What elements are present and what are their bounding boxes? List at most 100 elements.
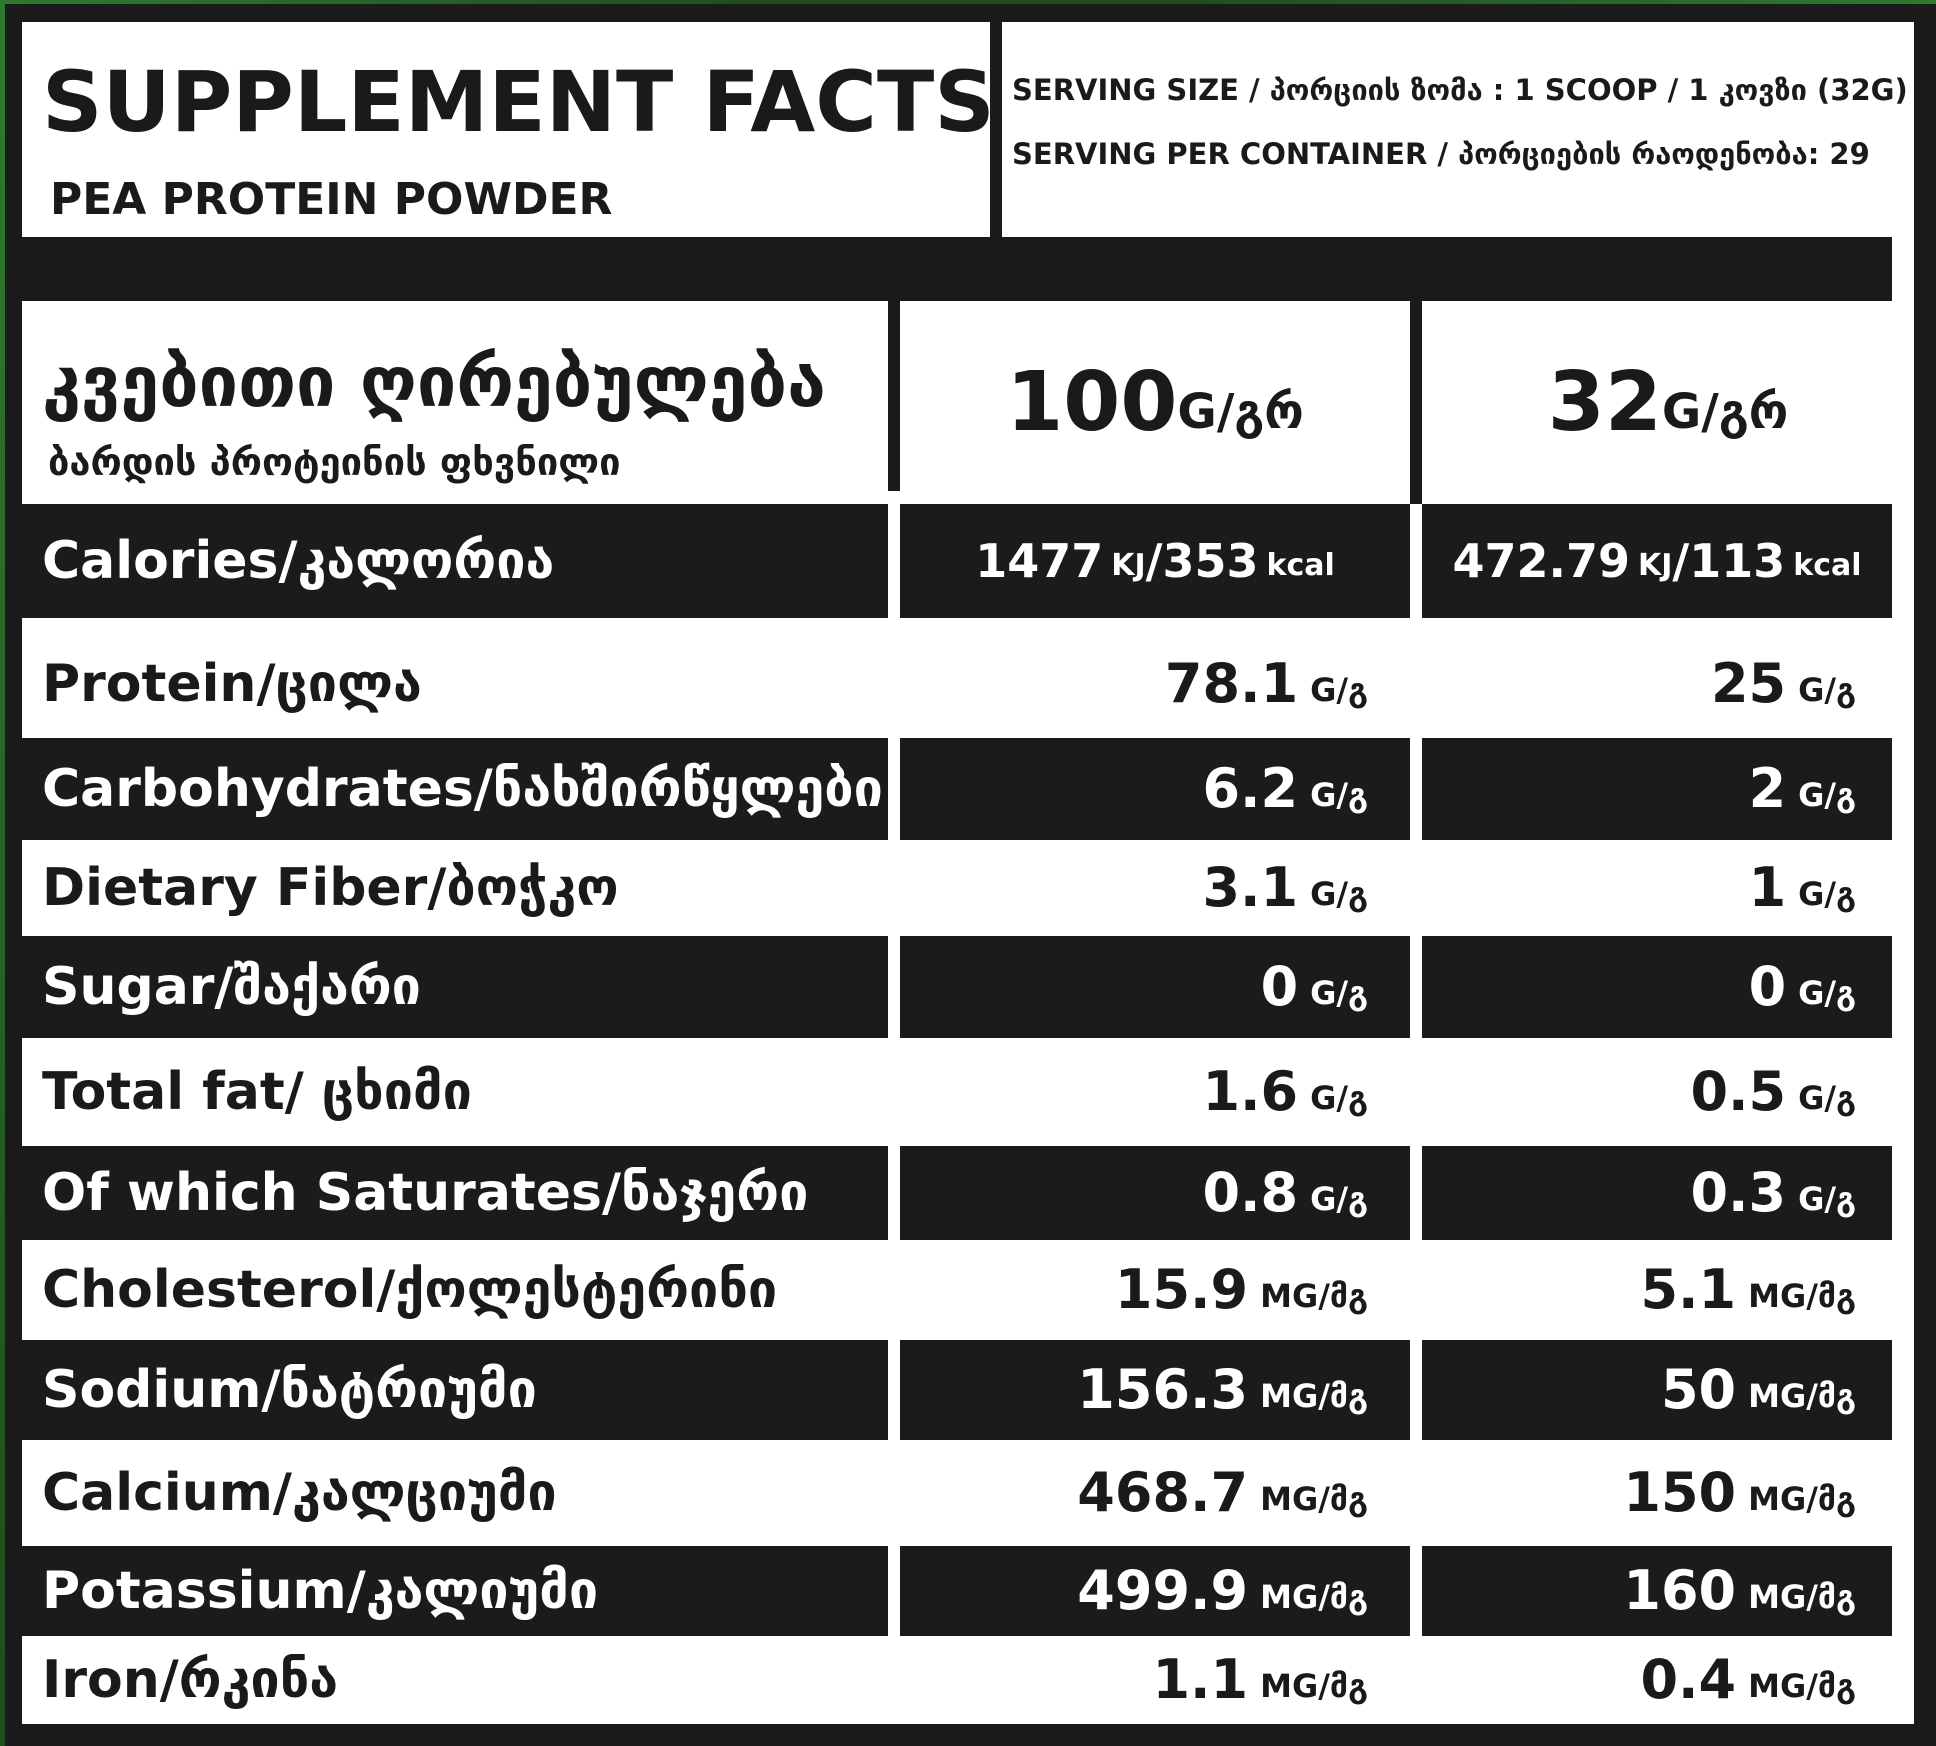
value-unit: kcal [1793,548,1862,583]
row-gap [1892,738,1914,840]
row-label: Potassium/კალიუმი [22,1546,888,1636]
row-gap [888,504,900,618]
column-header-per-100g-number: 100 [1006,354,1178,450]
row-value-per-100g: 1.6 G/გ [900,1038,1410,1146]
table-row-total-fat: Total fat/ ცხიმი 1.6 G/გ 0.5 G/გ [22,1038,1914,1146]
row-value-per-100g: 1.1 MG/მგ [900,1636,1410,1724]
row-label: Cholesterol/ქოლესტერინი [22,1240,888,1340]
value-unit: MG/მგ [1748,1667,1856,1705]
value-number: 78.1 [1164,652,1299,715]
value-unit: MG/მგ [1260,1480,1368,1518]
value-unit: MG/მგ [1260,1277,1368,1315]
row-value-per-100g: 0.8 G/გ [900,1146,1410,1240]
value-number: 499.9 [1077,1559,1249,1622]
row-label: Iron/რკინა [22,1636,888,1724]
value-unit: KJ [1111,548,1146,583]
value-number: 1.6 [1202,1060,1299,1123]
value-unit: MG/მგ [1748,1480,1856,1518]
table-row-calories: Calories/კალორია 1477 KJ /353 kcal 472.7… [22,504,1914,618]
value-unit: G/გ [1798,1180,1856,1218]
servings-per-container: SERVING PER CONTAINER / პორციების რაოდენ… [1012,137,1870,171]
row-label: Protein/ცილა [22,630,888,738]
row-gap [1410,630,1422,738]
column-header-row: კვებითი ღირებულება ბარდის პროტეინის ფხვნ… [22,301,1914,504]
table-row-saturates: Of which Saturates/ნაჯერი 0.8 G/გ 0.3 G/… [22,1146,1914,1240]
row-gap [888,1546,900,1636]
value-unit: G/გ [1310,1079,1368,1117]
table-row-iron: Iron/რკინა 1.1 MG/მგ 0.4 MG/მგ [22,1636,1914,1724]
row-gap [888,1038,900,1146]
value-number: 0.5 [1690,1060,1787,1123]
row-gap [1892,630,1914,738]
value-number: 6.2 [1202,757,1299,820]
row-gap [1410,1240,1422,1340]
row-value-per-100g: 0 G/გ [900,936,1410,1038]
row-value-per-100g: 468.7 MG/მგ [900,1440,1410,1546]
value-number: 150 [1623,1461,1737,1524]
value-unit: G/გ [1310,1180,1368,1218]
value-unit: G/გ [1798,1079,1856,1117]
row-value-per-serving: 25 G/გ [1422,630,1892,738]
value-number: /113 [1672,534,1786,588]
product-name: PEA PROTEIN POWDER [50,174,613,225]
row-gap [888,1240,900,1340]
value-number: 0.8 [1202,1161,1299,1224]
value-number: 50 [1660,1358,1737,1421]
row-gap [1892,504,1914,618]
table-row-protein: Protein/ცილა 78.1 G/გ 25 G/გ [22,630,1914,738]
nutrition-value-subheading: ბარდის პროტეინის ფხვნილი [48,440,621,484]
row-value-per-100g: 499.9 MG/მგ [900,1546,1410,1636]
page-title: SUPPLEMENT FACTS [42,53,995,151]
column-divider-1 [888,301,900,491]
row-gap [1892,936,1914,1038]
row-value-per-serving: 0.5 G/გ [1422,1038,1892,1146]
value-unit: G/გ [1310,671,1368,709]
value-unit: G/გ [1798,671,1856,709]
row-gap [1892,1038,1914,1146]
row-gap [1410,738,1422,840]
row-value-per-serving: 2 G/გ [1422,738,1892,840]
value-number: 1.1 [1152,1648,1249,1711]
value-unit: G/გ [1798,776,1856,814]
value-unit: G/გ [1798,974,1856,1012]
row-gap [1410,1340,1422,1440]
row-gap [1892,1146,1914,1240]
row-value-per-100g: 6.2 G/გ [900,738,1410,840]
value-number: 156.3 [1077,1358,1249,1421]
column-header-per-100g: 100 G/გრ [900,301,1410,504]
value-unit: MG/მგ [1260,1578,1368,1616]
frame-accent-top [0,0,1936,4]
value-unit: MG/მგ [1748,1377,1856,1415]
row-gap [1892,1440,1914,1546]
row-gap [888,738,900,840]
value-number: 2 [1748,757,1787,820]
row-value-per-serving: 50 MG/მგ [1422,1340,1892,1440]
row-gap [888,1636,900,1724]
value-number: 25 [1710,652,1787,715]
row-gap [1410,1146,1422,1240]
value-number: 0 [1748,955,1787,1018]
value-unit: MG/მგ [1260,1377,1368,1415]
value-unit: KJ [1638,548,1673,583]
row-label: Of which Saturates/ნაჯერი [22,1146,888,1240]
row-value-per-serving: 160 MG/მგ [1422,1546,1892,1636]
value-number: 0 [1260,955,1299,1018]
value-number: 0.4 [1640,1648,1737,1711]
row-gap [1892,1546,1914,1636]
value-number: 3.1 [1202,856,1299,919]
header-right: SERVING SIZE / პორციის ზომა : 1 SCOOP / … [1012,22,1912,237]
row-value-per-serving: 1 G/გ [1422,840,1892,936]
value-number: 0.3 [1690,1161,1787,1224]
value-unit: kcal [1266,548,1335,583]
row-gap [1410,1440,1422,1546]
row-label: Sugar/შაქარი [22,936,888,1038]
value-unit: G/გ [1310,974,1368,1012]
frame-accent-left [0,0,5,1746]
row-label: Carbohydrates/ნახშირწყლები [22,738,888,840]
value-number: 1 [1748,856,1787,919]
row-gap [1410,1546,1422,1636]
value-unit: G/გ [1310,776,1368,814]
row-gap [1410,1038,1422,1146]
value-number: 160 [1623,1559,1737,1622]
row-gap [1892,1636,1914,1724]
